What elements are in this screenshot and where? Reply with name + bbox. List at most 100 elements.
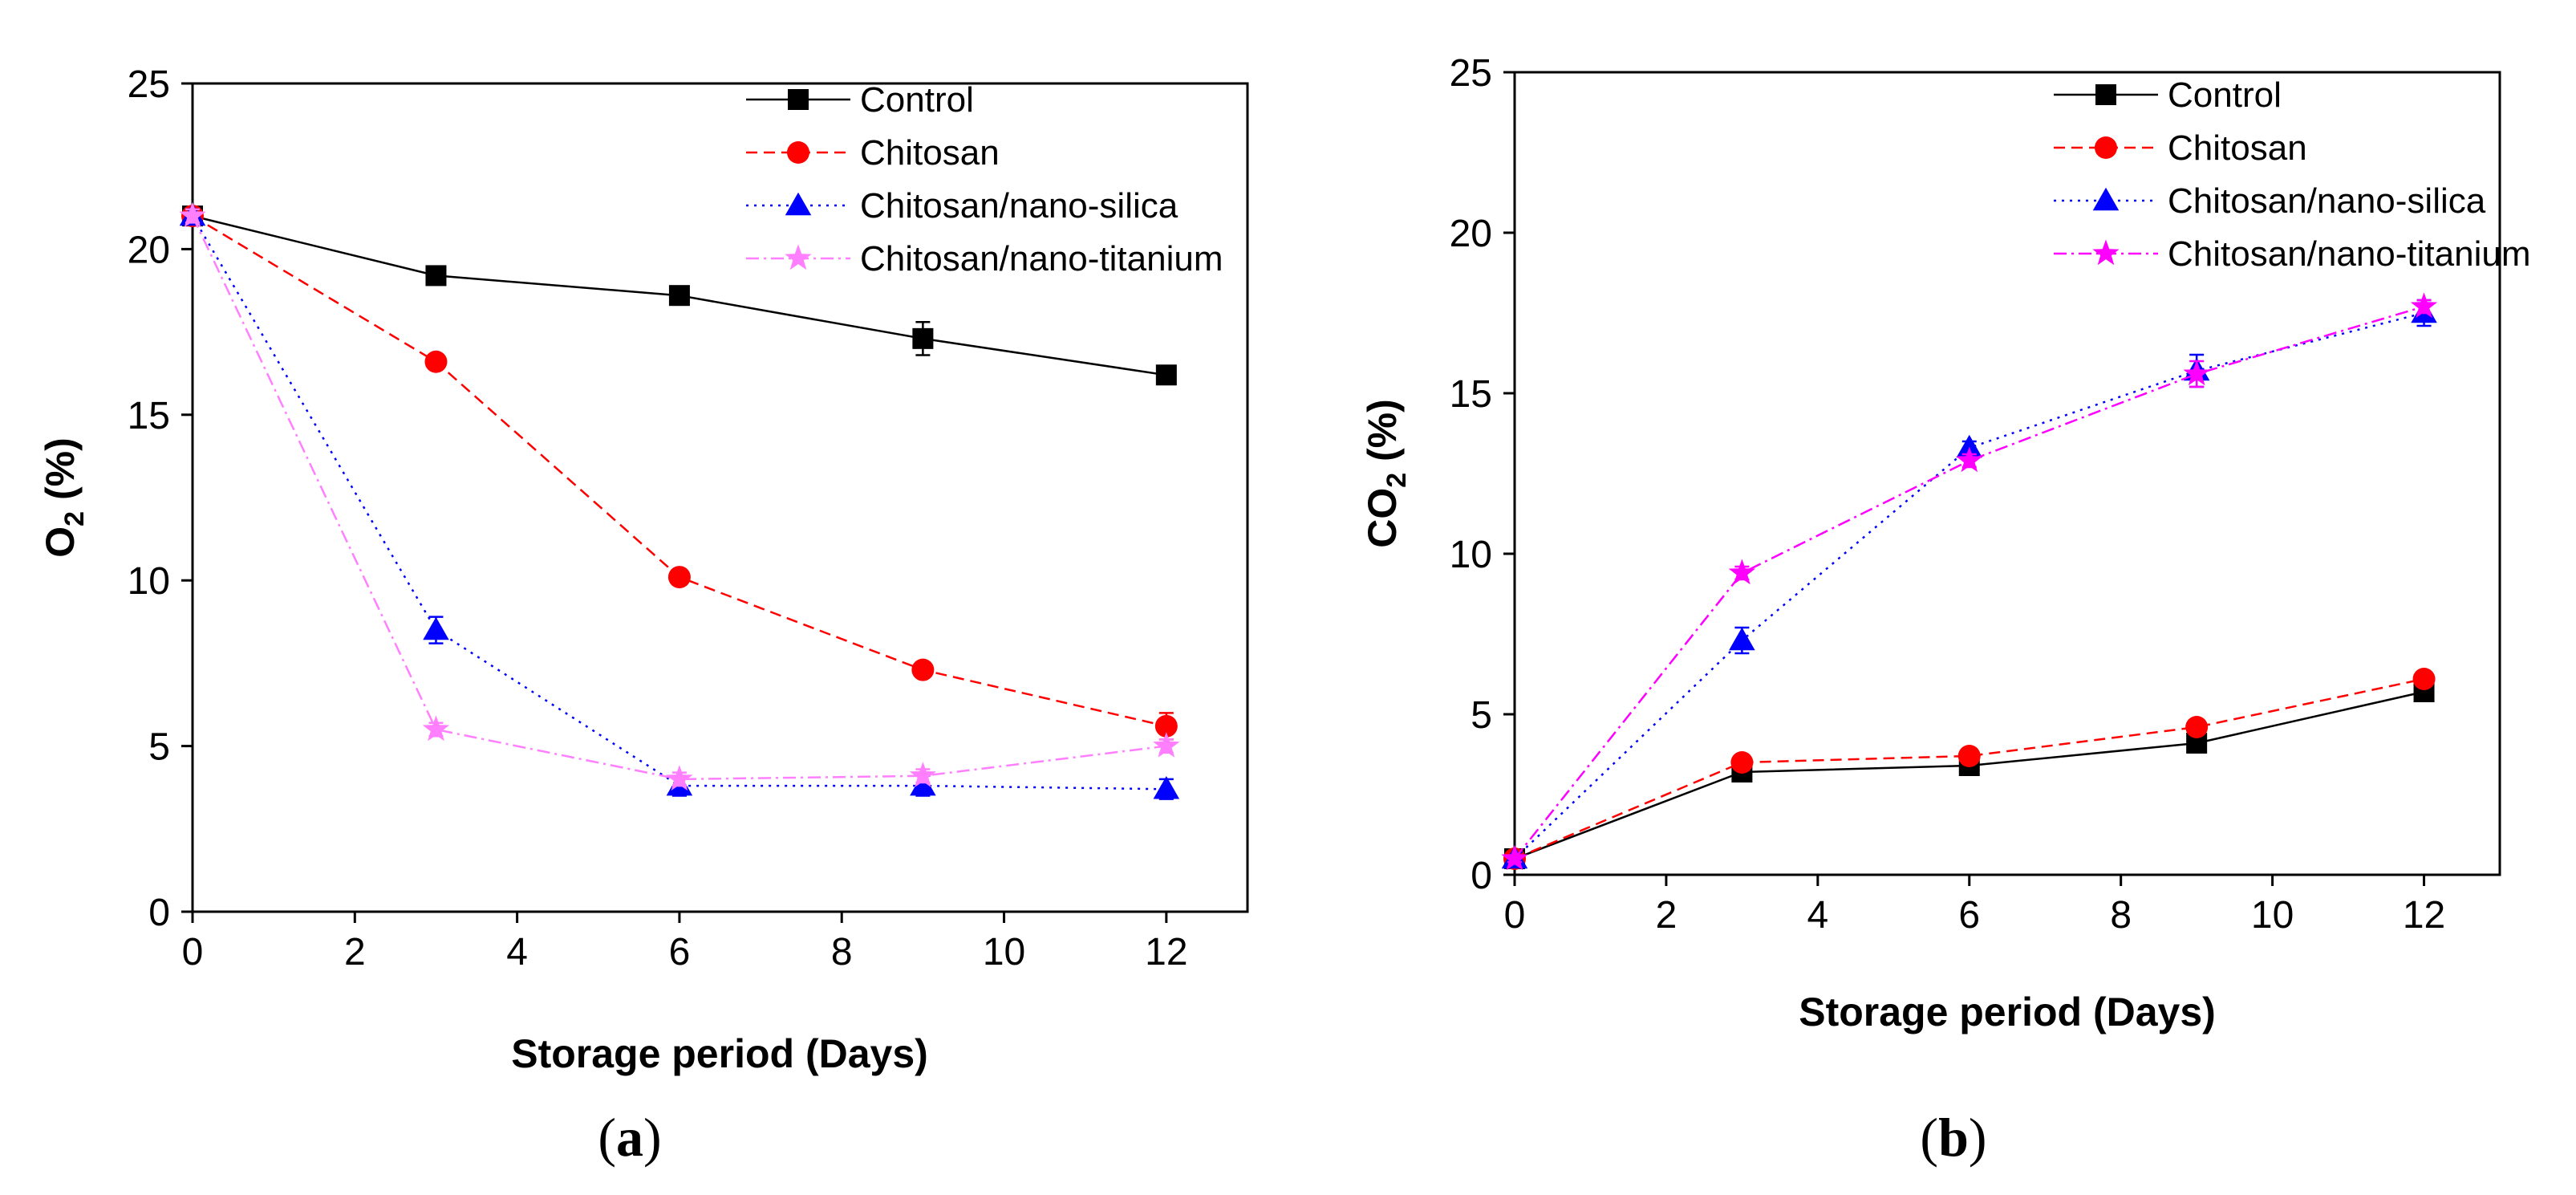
legend-marker	[2095, 136, 2117, 159]
legend-entry: Chitosan/nano-silica	[746, 186, 1178, 226]
y-tick-label: 20	[1450, 213, 1492, 255]
legend-entry: Control	[746, 80, 974, 120]
y-tick-label: 15	[1450, 373, 1492, 416]
data-point	[2183, 360, 2210, 386]
legend-entry: Chitosan/nano-titanium	[746, 239, 1223, 278]
data-point	[1153, 732, 1180, 758]
y-axis-title-b-rest: (%)	[1360, 399, 1405, 473]
legend-marker	[787, 141, 809, 164]
data-point	[1501, 844, 1528, 871]
axes-b: 0 2 4 6 8 10 12 0 5 10 15 20 25	[1450, 52, 2446, 937]
y-tick-label: 20	[128, 229, 170, 271]
y-tick-label: 10	[128, 560, 170, 603]
panel-caption-a-letter: a	[616, 1107, 643, 1168]
x-axis-title-a: Storage period (Days)	[511, 1031, 928, 1076]
y-axis-title-b-sub: 2	[1381, 473, 1412, 488]
y-tick-label: 5	[148, 726, 170, 769]
legend-marker	[785, 244, 812, 270]
data-point	[1154, 714, 1178, 738]
chart-panel-a: 0 2 4 6 8 10 12 0 5 10 15 20 25 Storage period (Days…	[38, 63, 1249, 1168]
legend-entry: Chitosan	[2054, 128, 2307, 168]
series-line	[1514, 677, 2424, 860]
chart-panel-b: 0 2 4 6 8 10 12 0 5 10 15 20 25 Storage period (Days…	[1360, 52, 2530, 1168]
legend-entry: Chitosan	[746, 133, 1000, 173]
panel-caption-b-open: (	[1920, 1107, 1938, 1168]
data-point	[2185, 716, 2209, 738]
x-tick-label: 6	[669, 931, 691, 973]
y-axis-title-b-base: CO	[1360, 488, 1405, 548]
data-point	[423, 616, 449, 640]
data-point	[667, 566, 691, 589]
axes-a: 0 2 4 6 8 10 12 0 5 10 15 20 25	[128, 63, 1188, 973]
panel-caption-a-open: (	[598, 1107, 616, 1168]
series-line	[1514, 305, 2424, 860]
panel-caption-b-close: )	[1969, 1107, 1987, 1168]
data-point	[1956, 446, 1983, 473]
data-point	[424, 350, 448, 373]
legend-marker	[2095, 84, 2116, 105]
legend-label: Chitosan/nano-silica	[860, 186, 1178, 226]
panel-caption-a: (a)	[598, 1107, 661, 1168]
series-line	[1514, 311, 2424, 860]
x-tick-label: 8	[2110, 894, 2132, 937]
series-chitosan	[181, 205, 1178, 741]
legend-marker	[785, 192, 812, 216]
x-tick-label: 2	[1656, 894, 1677, 937]
series-chitosan-nano-titanium	[1501, 292, 2438, 871]
legend-entry: Chitosan/nano-silica	[2054, 181, 2486, 221]
panel-caption-b: (b)	[1920, 1107, 1986, 1168]
legend-label: Control	[860, 80, 974, 120]
y-tick-label: 25	[1450, 52, 1492, 95]
y-tick-label: 15	[128, 395, 170, 437]
data-point	[1957, 745, 1981, 767]
data-point	[668, 285, 690, 307]
y-axis-title-a: O2 (%)	[38, 437, 90, 557]
data-point	[1155, 364, 1177, 386]
y-tick-label: 0	[1471, 855, 1492, 897]
series-line	[191, 215, 1166, 781]
x-tick-label: 10	[2251, 894, 2294, 937]
legend-b: Control Chitosan Chitosan/nano-silica Chito…	[2054, 75, 2530, 274]
x-tick-label: 4	[1807, 894, 1828, 937]
x-tick-label: 0	[182, 931, 204, 973]
data-point	[425, 265, 447, 287]
x-axis-title-b: Storage period (Days)	[1799, 990, 2216, 1034]
legend-entry: Control	[2054, 75, 2282, 115]
data-point	[1153, 776, 1180, 799]
legend-label: Chitosan/nano-silica	[2168, 181, 2486, 221]
legend-marker	[2092, 239, 2120, 266]
legend-label: Chitosan	[860, 133, 1000, 173]
y-axis-title-a-base: O	[38, 526, 83, 558]
chart-marks-a	[179, 201, 1180, 800]
plot-frame-a	[191, 82, 1249, 913]
data-point	[179, 201, 206, 228]
data-point	[1730, 751, 1754, 774]
legend-label: Chitosan/nano-titanium	[2168, 234, 2530, 274]
legend-entry: Chitosan/nano-titanium	[2054, 234, 2530, 274]
series-chitosan	[1503, 668, 2436, 870]
data-point	[911, 658, 935, 681]
panel-caption-b-letter: b	[1938, 1107, 1969, 1168]
series-control	[1504, 681, 2435, 869]
x-tick-label: 0	[1504, 894, 1526, 937]
legend-marker	[788, 89, 809, 110]
y-tick-label: 10	[1450, 534, 1492, 576]
legend-a: Control Chitosan Chitosan/nano-silica Chito…	[746, 80, 1223, 278]
x-tick-label: 2	[344, 931, 366, 973]
y-tick-label: 5	[1471, 694, 1492, 737]
series-control	[182, 205, 1177, 386]
legend-label: Control	[2168, 75, 2282, 115]
x-tick-label: 10	[983, 931, 1025, 973]
y-axis-title-a-sub: 2	[59, 511, 90, 526]
x-tick-label: 8	[831, 931, 853, 973]
data-point	[2412, 668, 2436, 690]
data-point	[909, 762, 937, 787]
y-axis-title-a-rest: (%)	[38, 437, 83, 511]
plot-frame-b	[1513, 71, 2501, 876]
y-axis-title-b: CO2 (%)	[1360, 399, 1412, 548]
data-point	[1729, 627, 1755, 651]
series-chitosan-nano-titanium	[179, 201, 1180, 791]
legend-marker	[2092, 187, 2120, 211]
data-point	[1956, 434, 1983, 458]
